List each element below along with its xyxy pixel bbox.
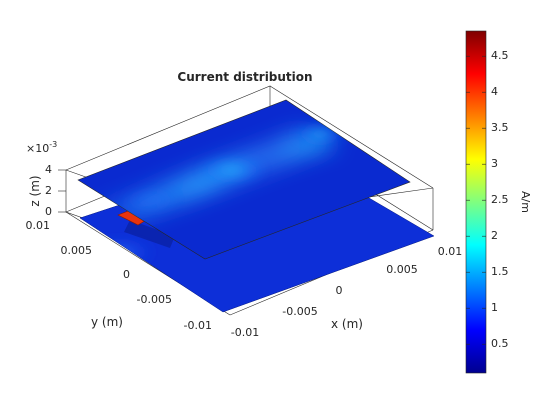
colorbar-tick-label: 4.5 bbox=[491, 49, 509, 62]
colorbar-tick-label: 2.5 bbox=[491, 193, 509, 206]
x-tick-label: -0.005 bbox=[282, 305, 317, 318]
chart-title: Current distribution bbox=[177, 70, 312, 84]
y-tick-label: 0.01 bbox=[26, 219, 51, 232]
x-axis-ticks: -0.01 -0.005 0 0.005 0.01 bbox=[231, 245, 462, 339]
colorbar-tick-label: 3 bbox=[491, 157, 498, 170]
z-axis-label: z (m) bbox=[28, 175, 42, 206]
y-tick-label: 0.005 bbox=[61, 244, 93, 257]
x-tick-label: 0.005 bbox=[386, 263, 418, 276]
colorbar-tick-label: 3.5 bbox=[491, 121, 509, 134]
z-tick-label: 2 bbox=[45, 184, 52, 197]
colorbar-label: A/m bbox=[519, 191, 532, 213]
z-exponent-label: ×10-3 bbox=[26, 140, 57, 155]
colorbar: 0.5 1 1.5 2 2.5 3 3.5 4 4.5 A/m bbox=[465, 30, 532, 374]
colorbar-tick-label: 1.5 bbox=[491, 265, 509, 278]
x-tick-label: 0.01 bbox=[438, 245, 463, 258]
z-tick-label: 0 bbox=[45, 205, 52, 218]
upper-plate-hotspot-edge bbox=[292, 124, 348, 144]
y-tick-label: 0 bbox=[123, 268, 130, 281]
colorbar-tick-label: 0.5 bbox=[491, 337, 509, 350]
colorbar-tick-label: 4 bbox=[491, 85, 498, 98]
x-axis-label: x (m) bbox=[331, 317, 363, 331]
y-axis-label: y (m) bbox=[91, 315, 123, 329]
colorbar-tick-label: 2 bbox=[491, 229, 498, 242]
x-tick-label: 0 bbox=[336, 284, 343, 297]
y-axis-ticks: 0.01 0.005 0 -0.005 -0.01 bbox=[26, 219, 213, 332]
z-tick-label: 4 bbox=[45, 163, 52, 176]
y-tick-label: -0.005 bbox=[137, 293, 172, 306]
colorbar-scale bbox=[465, 30, 487, 374]
upper-plate-hotspot-center bbox=[197, 158, 267, 182]
y-tick-label: -0.01 bbox=[184, 319, 212, 332]
z-axis-ticks: 0 2 4 ×10-3 bbox=[26, 140, 66, 218]
colorbar-tick-label: 1 bbox=[491, 301, 498, 314]
axes-top-right-edge bbox=[269, 85, 434, 189]
ground-plane-microstrip bbox=[124, 220, 175, 248]
x-tick-label: -0.01 bbox=[231, 326, 259, 339]
colorbar-ticks: 0.5 1 1.5 2 2.5 3 3.5 4 4.5 bbox=[466, 49, 509, 350]
upper-plate-hotspot-left bbox=[120, 190, 180, 210]
